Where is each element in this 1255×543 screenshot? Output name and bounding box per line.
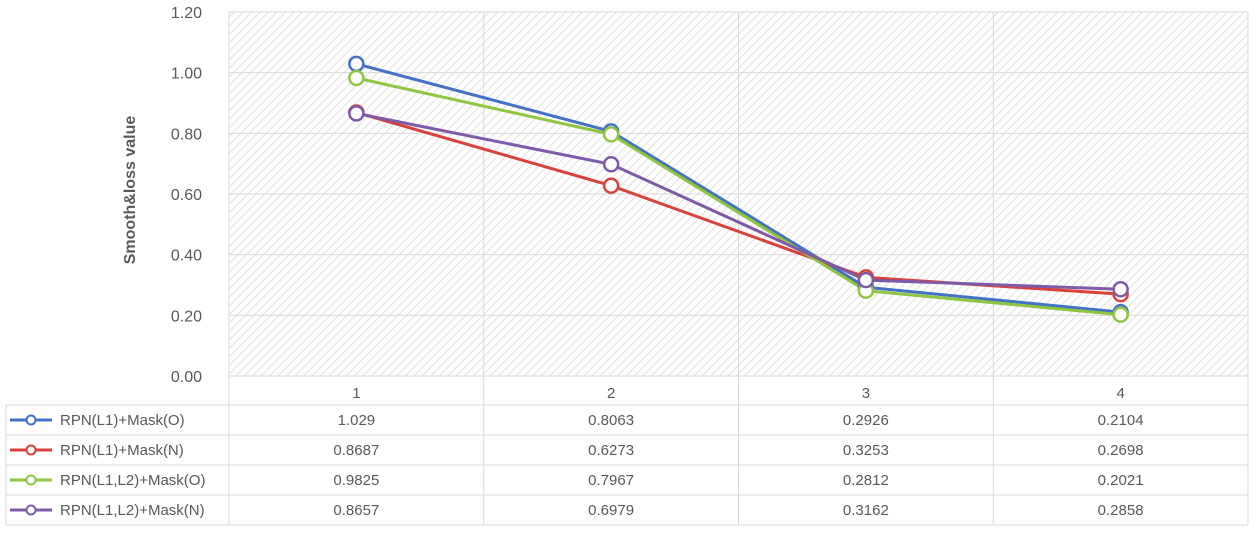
table-cell: 0.2698 [1098,442,1144,459]
series-line [356,111,1121,291]
table-cell: 0.9825 [333,472,379,489]
data-point [348,55,365,73]
table-cell: 0.8657 [333,502,379,519]
y-axis-label: Smooth&loss value [122,116,139,265]
x-tick-label: 4 [1116,385,1124,402]
data-point [1112,281,1129,298]
y-axis: 0.00 0.20 0.40 0.60 0.80 1.00 1.20 [171,5,202,386]
legend-marker [25,414,37,426]
x-tick-label: 2 [607,385,615,402]
legend-label: RPN(L1)+Mask(O) [60,412,185,429]
table-cell: 0.6979 [588,502,634,519]
y-tick-label: 0.20 [171,308,202,325]
legend-marker [25,504,37,516]
legend-label: RPN(L1)+Mask(N) [60,442,184,459]
table-cell: 0.2021 [1098,472,1144,489]
table-cell: 0.8063 [588,412,634,429]
table-cell: 0.3162 [843,502,889,519]
table-cell: 0.8687 [333,442,379,459]
data-table: 1 2 3 4 RPN(L1)+Mask(O) 1.029 0.8063 0.2926 0.21… [5,375,1248,526]
data-point [348,105,365,122]
table-cell: 0.2858 [1098,502,1144,519]
table-cell: 1.029 [338,412,376,429]
series-line [356,76,1121,317]
legend-label: RPN(L1,L2)+Mask(O) [60,472,205,489]
y-tick-label: 0.60 [171,187,202,204]
x-tick-label: 3 [862,385,870,402]
y-tick-label: 0.80 [171,126,202,143]
y-tick-label: 0.00 [171,369,202,386]
table-cell: 0.6273 [588,442,634,459]
y-tick-label: 1.20 [171,5,202,22]
data-point [602,126,620,143]
x-tick-label: 1 [352,385,360,402]
legend-marker [25,444,37,456]
y-tick-label: 0.40 [171,248,202,265]
data-point [1112,306,1129,323]
y-tick-label: 1.00 [171,66,202,83]
data-point [602,177,620,194]
table-cell: 0.3253 [843,442,889,459]
table-cell: 0.2812 [843,472,889,489]
table-cell: 0.7967 [588,472,634,489]
series-lines [348,55,1129,323]
table-cell: 0.2104 [1098,412,1144,429]
series-line [355,62,1121,314]
data-point [602,156,620,173]
legend-label: RPN(L1,L2)+Mask(N) [60,502,205,519]
table-cell: 0.2926 [843,412,889,429]
data-point [348,69,365,87]
data-point [857,271,875,289]
legend-marker [25,474,37,486]
